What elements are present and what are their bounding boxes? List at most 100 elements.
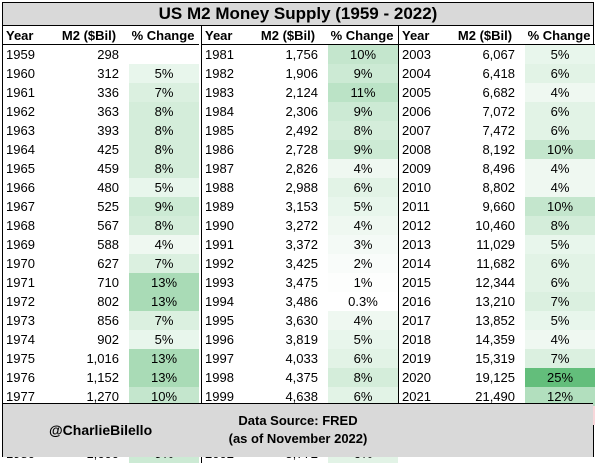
pct-change-cell: 1% — [328, 273, 398, 292]
table-row: 1988 2,988 6% — [202, 178, 398, 197]
year-cell: 1995 — [205, 313, 234, 328]
m2-cell: 298 — [97, 47, 119, 62]
pct-change-cell: 12% — [525, 387, 595, 406]
pct-change-cell: 7% — [129, 254, 199, 273]
m2-cell: 3,486 — [285, 294, 318, 309]
year-cell: 1991 — [205, 237, 234, 252]
table-row: 2012 10,460 8% — [399, 216, 595, 235]
pct-change-cell: 4% — [328, 311, 398, 330]
year-cell: 1998 — [205, 370, 234, 385]
year-cell: 1970 — [6, 256, 35, 271]
year-cell: 2004 — [402, 66, 431, 81]
m2-cell: 6,682 — [482, 85, 515, 100]
m2-cell: 459 — [97, 161, 119, 176]
table-row: 1991 3,372 3% — [202, 235, 398, 254]
table-row: 1987 2,826 4% — [202, 159, 398, 178]
m2-cell: 3,372 — [285, 237, 318, 252]
table-row: 1985 2,492 8% — [202, 121, 398, 140]
pct-change-cell: 9% — [328, 102, 398, 121]
table-row: 1960 312 5% — [3, 64, 199, 83]
column-header-year: Year — [6, 28, 34, 43]
year-cell: 2008 — [402, 142, 431, 157]
year-cell: 1965 — [6, 161, 35, 176]
year-cell: 1976 — [6, 370, 35, 385]
table-row: 1999 4,638 6% — [202, 387, 398, 406]
m2-cell: 2,306 — [285, 104, 318, 119]
m2-cell: 3,475 — [285, 275, 318, 290]
year-cell: 1983 — [205, 85, 234, 100]
pct-change-cell: 4% — [525, 330, 595, 349]
pct-change-cell: 5% — [328, 330, 398, 349]
table-row: 1974 902 5% — [3, 330, 199, 349]
m2-cell: 1,756 — [285, 47, 318, 62]
pct-change-cell: 8% — [129, 121, 199, 140]
table-row: 2005 6,682 4% — [399, 83, 595, 102]
m2-cell: 14,359 — [475, 332, 515, 347]
year-cell: 1972 — [6, 294, 35, 309]
pct-change-cell: 7% — [129, 83, 199, 102]
table-row: 2018 14,359 4% — [399, 330, 595, 349]
table-row: 2004 6,418 6% — [399, 64, 595, 83]
year-cell: 1977 — [6, 389, 35, 404]
pct-change-cell: 7% — [525, 292, 595, 311]
m2-cell: 2,728 — [285, 142, 318, 157]
footer: @CharlieBilello Data Source: FRED (as of… — [3, 403, 593, 457]
year-cell: 2011 — [402, 199, 430, 214]
table-row: 2008 8,192 10% — [399, 140, 595, 159]
column-header-m2: M2 ($Bil) — [457, 28, 513, 43]
year-cell: 1971 — [6, 275, 35, 290]
table-row: 2020 19,125 25% — [399, 368, 595, 387]
m2-cell: 363 — [97, 104, 119, 119]
table-header-row: Year M2 ($Bil) % Change — [399, 26, 595, 45]
m2-cell: 856 — [97, 313, 119, 328]
m2-cell: 4,033 — [285, 351, 318, 366]
table-row: 2011 9,660 10% — [399, 197, 595, 216]
table-row: 1995 3,630 4% — [202, 311, 398, 330]
table-panel-1: Year M2 ($Bil)% Change 1959 298 1960 312 5% 196… — [3, 26, 199, 463]
m2-cell: 3,630 — [285, 313, 318, 328]
table-row: 1977 1,270 10% — [3, 387, 199, 406]
pct-change-cell: 4% — [328, 216, 398, 235]
table-row: 1997 4,033 6% — [202, 349, 398, 368]
m2-cell: 312 — [97, 66, 119, 81]
year-cell: 2020 — [402, 370, 431, 385]
pct-change-cell: 2% — [328, 254, 398, 273]
table-row: 1963 393 8% — [3, 121, 199, 140]
m2-cell: 3,272 — [285, 218, 318, 233]
year-cell: 2012 — [402, 218, 431, 233]
year-cell: 1968 — [6, 218, 35, 233]
table-row: 1962 363 8% — [3, 102, 199, 121]
column-header-year: Year — [205, 28, 233, 43]
pct-change-cell: 6% — [328, 178, 398, 197]
m2-cell: 3,425 — [285, 256, 318, 271]
table-row: 2010 8,802 4% — [399, 178, 595, 197]
column-header-pct-change: % Change — [330, 28, 394, 43]
year-cell: 2009 — [402, 161, 431, 176]
table-row: 1982 1,906 9% — [202, 64, 398, 83]
year-cell: 1963 — [6, 123, 35, 138]
pct-change-cell: 4% — [525, 83, 595, 102]
table-row: 1969 588 4% — [3, 235, 199, 254]
m2-cell: 1,152 — [86, 370, 119, 385]
pct-change-cell: 5% — [525, 235, 595, 254]
year-cell: 1960 — [6, 66, 35, 81]
m2-cell: 2,124 — [285, 85, 318, 100]
pct-change-cell: 6% — [525, 254, 595, 273]
m2-cell: 3,819 — [285, 332, 318, 347]
pct-change-cell: 8% — [525, 216, 595, 235]
pct-change-cell: 10% — [525, 140, 595, 159]
table-row: 1983 2,124 11% — [202, 83, 398, 102]
source-line-2: (as of November 2022) — [228, 431, 368, 446]
year-cell: 1967 — [6, 199, 35, 214]
year-cell: 1992 — [205, 256, 234, 271]
year-cell: 1981 — [205, 47, 234, 62]
m2-cell: 425 — [97, 142, 119, 157]
table-header-row: Year M2 ($Bil) % Change — [3, 26, 199, 45]
m2-cell: 710 — [97, 275, 119, 290]
pct-change-cell: 5% — [328, 197, 398, 216]
column-header-pct-change: % Change — [131, 28, 195, 43]
page-title: US M2 Money Supply (1959 - 2022) — [3, 3, 593, 26]
m2-cell: 802 — [97, 294, 119, 309]
year-cell: 2018 — [402, 332, 431, 347]
m2-cell: 567 — [97, 218, 119, 233]
